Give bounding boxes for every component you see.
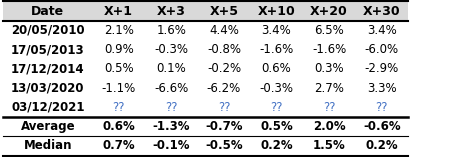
Text: -0.8%: -0.8%	[207, 43, 241, 56]
Text: X+20: X+20	[310, 5, 348, 18]
Text: 6.5%: 6.5%	[314, 24, 344, 37]
Text: -0.6%: -0.6%	[363, 120, 401, 133]
Text: ??: ??	[165, 101, 177, 114]
Text: 0.3%: 0.3%	[314, 62, 344, 75]
Text: 0.1%: 0.1%	[157, 62, 186, 75]
Text: 0.6%: 0.6%	[261, 62, 292, 75]
Text: -0.7%: -0.7%	[205, 120, 243, 133]
Text: 13/03/2020: 13/03/2020	[11, 82, 85, 95]
Text: 0.6%: 0.6%	[103, 120, 135, 133]
Text: X+3: X+3	[157, 5, 186, 18]
Text: 0.5%: 0.5%	[260, 120, 293, 133]
Text: 2.7%: 2.7%	[314, 82, 344, 95]
Text: X+10: X+10	[258, 5, 295, 18]
Text: 0.7%: 0.7%	[103, 139, 135, 152]
Text: 1.6%: 1.6%	[157, 24, 186, 37]
Text: ??: ??	[113, 101, 125, 114]
Text: 2.1%: 2.1%	[104, 24, 134, 37]
Text: 3.4%: 3.4%	[367, 24, 396, 37]
Text: -0.3%: -0.3%	[154, 43, 188, 56]
Text: X+1: X+1	[104, 5, 133, 18]
Text: 2.0%: 2.0%	[313, 120, 346, 133]
Text: ??: ??	[218, 101, 230, 114]
Text: -1.3%: -1.3%	[152, 120, 190, 133]
Text: -6.0%: -6.0%	[365, 43, 399, 56]
Text: -6.6%: -6.6%	[154, 82, 188, 95]
Text: -1.6%: -1.6%	[260, 43, 294, 56]
Text: -1.1%: -1.1%	[102, 82, 136, 95]
Text: 17/05/2013: 17/05/2013	[11, 43, 85, 56]
Text: -0.1%: -0.1%	[152, 139, 190, 152]
Text: ??: ??	[323, 101, 335, 114]
Text: Average: Average	[21, 120, 75, 133]
Text: -2.9%: -2.9%	[365, 62, 399, 75]
Text: 20/05/2010: 20/05/2010	[11, 24, 85, 37]
Text: 0.5%: 0.5%	[104, 62, 134, 75]
Text: -0.3%: -0.3%	[260, 82, 293, 95]
Text: X+5: X+5	[209, 5, 238, 18]
Text: 17/12/2014: 17/12/2014	[11, 62, 85, 75]
Text: -1.6%: -1.6%	[312, 43, 346, 56]
Text: 0.9%: 0.9%	[104, 43, 134, 56]
Text: 0.2%: 0.2%	[365, 139, 398, 152]
Text: 3.3%: 3.3%	[367, 82, 396, 95]
Text: 4.4%: 4.4%	[209, 24, 239, 37]
Text: 0.2%: 0.2%	[260, 139, 293, 152]
Text: -0.5%: -0.5%	[205, 139, 243, 152]
Text: -0.2%: -0.2%	[207, 62, 241, 75]
Text: 1.5%: 1.5%	[313, 139, 346, 152]
Text: ??: ??	[376, 101, 388, 114]
Text: Date: Date	[31, 5, 64, 18]
Text: X+30: X+30	[363, 5, 401, 18]
Text: -6.2%: -6.2%	[207, 82, 241, 95]
Text: Median: Median	[24, 139, 72, 152]
Text: ??: ??	[270, 101, 283, 114]
Bar	[3, 1, 408, 21]
Text: 3.4%: 3.4%	[261, 24, 292, 37]
Text: 03/12/2021: 03/12/2021	[11, 101, 85, 114]
